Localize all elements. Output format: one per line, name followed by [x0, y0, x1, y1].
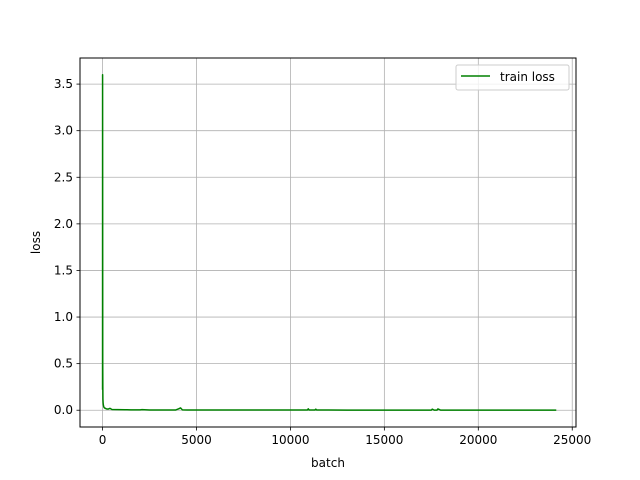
x-tick-label: 5000 [181, 433, 212, 447]
y-tick-label: 0.5 [54, 357, 73, 371]
x-axis-label: batch [311, 456, 345, 470]
legend-label-train-loss: train loss [500, 70, 555, 84]
plot-lines [101, 74, 557, 411]
y-tick-label: 1.5 [54, 263, 73, 277]
ticks: 0 5000 10000 15000 20000 25000 0.0 0.5 1.0 1.5 2.0… [54, 77, 591, 447]
series-line-train-loss [101, 74, 557, 411]
legend-box [455, 64, 570, 91]
y-axis-label: loss [29, 231, 43, 254]
x-tick-label: 15000 [365, 433, 403, 447]
x-tick-label: 0 [99, 433, 107, 447]
y-tick-label: 0.0 [54, 403, 73, 417]
y-tick-label: 3.5 [54, 77, 73, 91]
x-tick-label: 25000 [553, 433, 591, 447]
x-tick-label: 20000 [459, 433, 497, 447]
y-tick-label: 3.0 [54, 124, 73, 138]
y-tick-label: 2.5 [54, 170, 73, 184]
grid [80, 58, 576, 427]
x-tick-label: 10000 [271, 433, 309, 447]
legend: train loss [455, 64, 570, 91]
y-tick-label: 2.0 [54, 217, 73, 231]
y-tick-label: 1.0 [54, 310, 73, 324]
plot-frame [79, 57, 577, 428]
